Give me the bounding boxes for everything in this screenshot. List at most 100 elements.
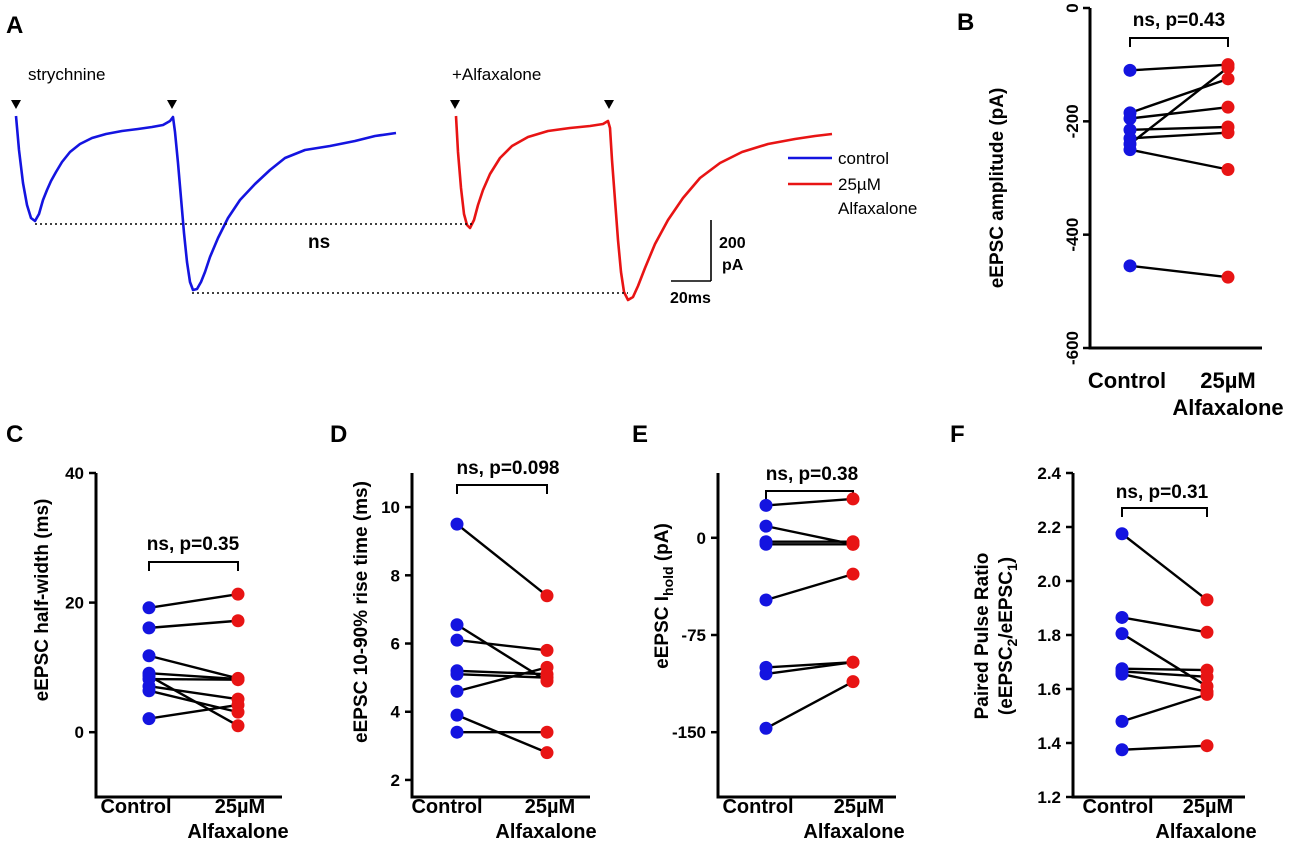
panel-e-xcat-alfaxalone: Alfaxalone [803, 821, 904, 843]
panel-c-control-point [142, 684, 156, 698]
panel-c-alfaxalone-point [231, 673, 245, 687]
panel-c-pair-line [148, 685, 239, 701]
panel-b-control-point [1123, 259, 1137, 273]
panel-e-pair-line [765, 497, 854, 507]
panel-c-control-point [142, 712, 156, 726]
panel-f-alfaxalone-point [1200, 593, 1214, 607]
panel-f-pair-line [1121, 670, 1208, 679]
panel-e-pair-line [765, 661, 854, 676]
panel-d-ytick-label: 10 [381, 498, 400, 517]
panel-b-xcat-25um: 25µM [1200, 368, 1255, 393]
panel-f-ytick-label: 1.2 [1037, 788, 1061, 807]
legend-alfaxalone-label: 25µM [838, 175, 881, 194]
panel-b-ytick-label: -200 [1063, 104, 1082, 138]
panel-b-alfaxalone-point [1221, 100, 1235, 114]
panel-f-alfaxalone-point [1200, 670, 1214, 684]
scalebar-y-value: 200 [719, 235, 746, 252]
panel-c-xcat-alfaxalone: Alfaxalone [187, 821, 288, 843]
panel-d-control-point [450, 684, 464, 698]
panel-d-control-point [450, 725, 464, 739]
panel-b-control-point [1123, 137, 1137, 151]
panel-d-alfaxalone-point [540, 671, 554, 685]
panel-d-label: D [330, 421, 347, 448]
panel-b-alfaxalone-point [1221, 163, 1235, 176]
panel-d-plot: 2 4 6 8 10 [381, 473, 590, 799]
panel-f-ytick-label: 2.0 [1037, 572, 1061, 591]
panel-b-ylabel: eEPSC amplitude (pA) [987, 88, 1008, 289]
panel-c-control-point [142, 601, 156, 615]
panel-b-pair-line [1129, 148, 1229, 171]
panel-c-stat: ns, p=0.35 [147, 534, 240, 555]
panel-c-xcat-control: Control [100, 796, 171, 818]
panel-b-ytick-label: -400 [1063, 218, 1082, 252]
panel-b-pair-line [1129, 131, 1229, 140]
panel-b-control-point [1123, 63, 1137, 77]
panel-b-stat: ns, p=0.43 [1133, 10, 1225, 31]
panel-f-control-point [1115, 527, 1129, 541]
panel-d: D eEPSC 10-90% rise time (ms) ns, p=0.09… [330, 421, 597, 843]
panel-e-alfaxalone-point [846, 675, 860, 689]
trace-ns-label: ns [308, 232, 330, 253]
panel-e-ylabel: eEPSC Ihold (pA) [652, 523, 676, 669]
panel-c-xcat-25um: 25µM [215, 796, 265, 818]
panel-c-plot: 0 20 40 [65, 464, 282, 799]
panel-d-control-point [450, 708, 464, 722]
panel-c-control-point [142, 649, 156, 663]
stimulus-arrowhead-1 [11, 100, 21, 109]
panel-d-pair-line [456, 714, 548, 754]
panel-e-ytick-label: -75 [681, 626, 706, 645]
panel-c-pair-line [148, 592, 239, 609]
panel-a-label: A [6, 12, 23, 39]
panel-e-control-point [759, 519, 773, 533]
panel-f-control-point [1115, 743, 1129, 757]
panel-a: A strychnine +Alfaxalone ns control 25µM… [6, 12, 917, 307]
panel-b-alfaxalone-point [1221, 126, 1235, 140]
panel-d-control-point [450, 517, 464, 531]
panel-b-alfaxalone-point [1221, 61, 1235, 74]
panel-d-alfaxalone-point [540, 589, 554, 603]
panel-e-control-point [759, 498, 773, 512]
panel-b: B eEPSC amplitude (pA) ns, p=0.43 Contro… [957, 3, 1284, 420]
panel-c-pair-line [148, 674, 239, 727]
panel-e-ytick-label: 0 [697, 529, 706, 548]
panel-e-pair-line [765, 572, 854, 602]
control-trace [14, 115, 397, 292]
panel-f-xcat-control: Control [1082, 796, 1153, 818]
panel-f-ytick-label: 1.6 [1037, 680, 1061, 699]
scalebar-x-label: 20ms [670, 290, 711, 307]
panel-f-control-point [1115, 667, 1129, 681]
panel-f-xcat-alfaxalone: Alfaxalone [1155, 821, 1256, 843]
panel-f-ylabel-2: (eEPSC2/eEPSC1) [996, 557, 1020, 715]
panel-b-ytick-label: 0 [1063, 3, 1082, 12]
panel-c-pair-line [148, 703, 239, 720]
panel-d-control-point [450, 667, 464, 681]
panel-f-pair-line [1121, 744, 1208, 751]
panel-f-plot: 1.2 1.4 1.6 1.8 2.0 2.2 2.4 [1037, 464, 1245, 807]
stimulus-arrowhead-4 [604, 100, 614, 109]
panel-b-pair-line [1129, 105, 1229, 120]
panel-b-significance-bracket [1129, 37, 1229, 47]
panel-e-alfaxalone-point [846, 492, 860, 506]
trace-label-strychnine: strychnine [28, 65, 105, 84]
panel-f-ytick-label: 2.2 [1037, 518, 1061, 537]
panel-b-control-point [1123, 112, 1137, 125]
panel-c-alfaxalone-point [231, 719, 245, 733]
panel-f-ylabel: Paired Pulse Ratio [972, 553, 993, 720]
panel-d-ytick-label: 8 [391, 566, 400, 585]
panel-c-ytick-label: 20 [65, 594, 84, 613]
panel-f-alfaxalone-point [1200, 625, 1214, 639]
panel-b-pair-line [1129, 63, 1229, 72]
panel-e-alfaxalone-point [846, 567, 860, 581]
panel-f-ytick-label: 2.4 [1037, 464, 1061, 483]
panel-d-control-point [450, 618, 464, 632]
legend-alfaxalone-label-2: Alfaxalone [838, 199, 917, 218]
panel-d-alfaxalone-point [540, 643, 554, 657]
panel-f: F Paired Pulse Ratio (eEPSC2/eEPSC1) ns,… [950, 421, 1257, 843]
panel-f-control-point [1115, 610, 1129, 624]
panel-b-xcat-control: Control [1088, 368, 1166, 393]
panel-d-xcat-25um: 25µM [525, 796, 575, 818]
panel-b-plot: -600 -400 -200 0 [1063, 3, 1262, 365]
alfaxalone-trace [454, 115, 833, 302]
panel-c-alfaxalone-point [231, 698, 245, 712]
